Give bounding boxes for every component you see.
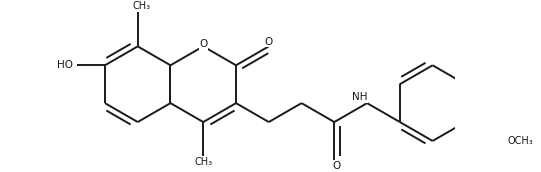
Text: HO: HO <box>57 60 73 70</box>
Text: CH₃: CH₃ <box>194 157 212 167</box>
Text: O: O <box>199 39 207 49</box>
Text: O: O <box>265 37 273 47</box>
Text: O: O <box>332 160 340 171</box>
Text: CH₃: CH₃ <box>133 1 150 11</box>
Text: NH: NH <box>352 92 367 103</box>
Text: OCH₃: OCH₃ <box>508 136 534 146</box>
